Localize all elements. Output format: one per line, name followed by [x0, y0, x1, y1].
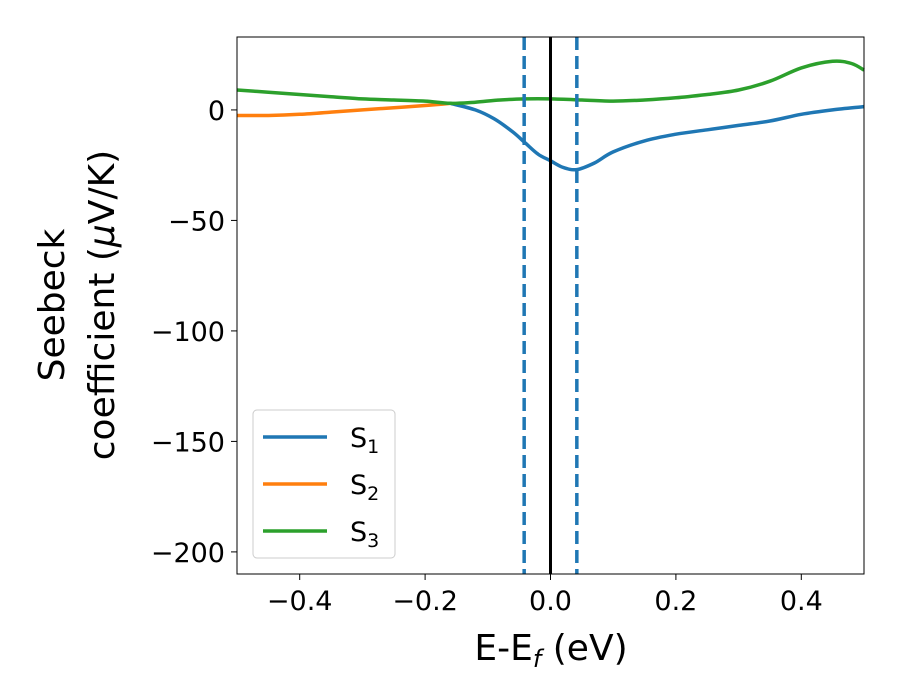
y-axis-label-mu: μ — [82, 224, 123, 248]
series-line-s2 — [236, 101, 451, 118]
x-axis-label: E-Ef (eV) — [474, 628, 627, 673]
x-tick-label: −0.2 — [392, 586, 458, 617]
y-axis-label: Seebeck coefficient (μV/K) — [32, 150, 123, 460]
y-axis-label-line2: coefficient (μV/K) — [82, 150, 123, 460]
legend-label-s2: S2 — [350, 470, 379, 505]
y-tick-label: −200 — [151, 538, 225, 569]
y-tick-label: 0 — [208, 96, 225, 127]
x-tick-label: 0.0 — [529, 586, 572, 617]
y-axis-label-unit: V/K) — [82, 150, 123, 224]
x-tick-label: −0.4 — [267, 586, 333, 617]
legend-label-s3: S3 — [350, 517, 379, 552]
legend-label-s1: S1 — [350, 423, 379, 458]
x-axis-ticks: −0.4 −0.2 0.0 0.2 0.4 — [267, 574, 823, 617]
y-axis-ticks: 0 −50 −100 −150 −200 — [151, 96, 237, 569]
x-axis-label-unit: (eV) — [541, 628, 627, 669]
y-tick-label: −100 — [151, 317, 225, 348]
y-axis-label-word: coefficient ( — [82, 247, 123, 460]
legend: S1 S2 S3 — [252, 409, 396, 559]
series-line-s1 — [449, 101, 865, 172]
x-axis-label-main: E-E — [474, 628, 532, 669]
x-tick-label: 0.4 — [780, 586, 823, 617]
reference-lines — [522, 37, 579, 574]
y-axis-label-line1: Seebeck — [32, 228, 73, 381]
y-tick-label: −150 — [151, 427, 225, 458]
y-tick-label: −50 — [168, 206, 225, 237]
x-tick-label: 0.2 — [654, 586, 697, 617]
